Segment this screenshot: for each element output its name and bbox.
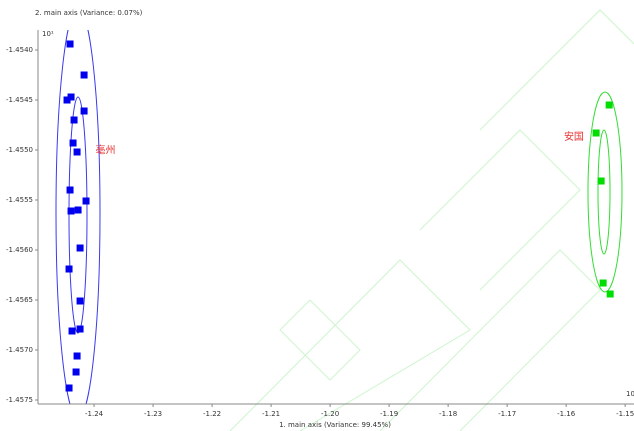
x-tick-label: -1.16 [557, 410, 576, 418]
x-tick-label: -1.20 [321, 410, 339, 418]
x-exponent: 10 [626, 390, 634, 398]
point [68, 327, 76, 335]
x-tick-label: -1.22 [203, 410, 221, 418]
point [67, 207, 75, 215]
x-tick-label: -1.17 [498, 410, 516, 418]
x-tick-label: -1.18 [439, 410, 457, 418]
y-exponent: 10¹ [42, 30, 54, 38]
x-axis-label: 1. main axis (Variance: 99.45%) [279, 421, 391, 429]
point [74, 206, 82, 214]
point [66, 40, 74, 48]
point [67, 93, 75, 101]
point [69, 139, 77, 147]
y-tick-label: -1.4540 [6, 46, 33, 54]
point [606, 290, 614, 298]
y-tick-label: -1.4560 [6, 246, 33, 254]
point [65, 265, 73, 273]
point [66, 186, 74, 194]
x-tick-label: -1.15 [616, 410, 634, 418]
x-tick-label: -1.19 [380, 410, 398, 418]
point [80, 107, 88, 115]
point [76, 244, 84, 252]
point [76, 325, 84, 333]
point [605, 101, 613, 109]
x-tick-label: -1.21 [262, 410, 280, 418]
group-label: 安国 [564, 130, 584, 143]
group-label: 亳州 [95, 143, 115, 156]
y-tick-label: -1.4575 [6, 396, 33, 404]
point [592, 129, 600, 137]
point [72, 368, 80, 376]
confidence-ellipses [55, 30, 623, 404]
y-tick-label: -1.4565 [6, 296, 33, 304]
point [73, 148, 81, 156]
y-tick-label: -1.4550 [6, 146, 33, 154]
watermark [229, 9, 634, 431]
x-tick-label: -1.24 [85, 410, 104, 418]
y-tick-label: -1.4570 [6, 346, 33, 354]
point [63, 96, 71, 104]
y-tick-label: -1.4555 [6, 196, 33, 204]
point [82, 197, 90, 205]
y-axis-label: 2. main axis (Variance: 0.07%) [35, 9, 143, 17]
point [76, 297, 84, 305]
point [65, 384, 73, 392]
point [597, 177, 605, 185]
point [80, 71, 88, 79]
point [599, 279, 607, 287]
point [73, 352, 81, 360]
y-tick-label: -1.4545 [6, 96, 33, 104]
point [70, 116, 78, 124]
x-tick-label: -1.23 [144, 410, 162, 418]
